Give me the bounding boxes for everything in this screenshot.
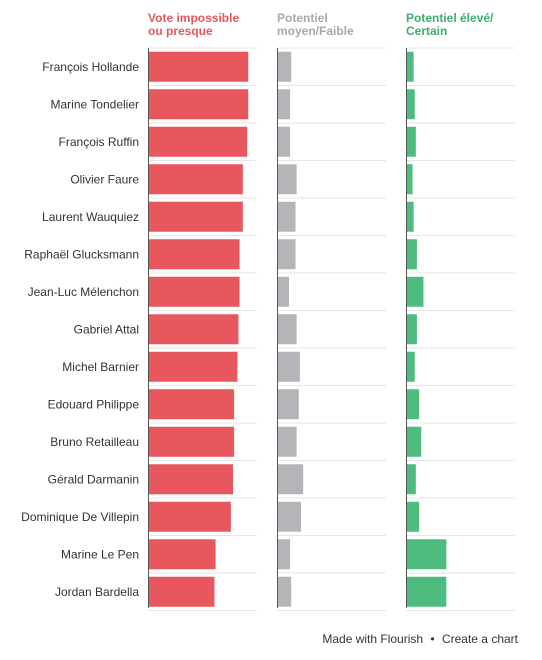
bar — [406, 276, 424, 307]
bar — [148, 576, 215, 607]
category-label: Gérald Darmanin — [48, 472, 139, 486]
bar — [406, 126, 416, 157]
bar — [148, 239, 240, 270]
category-label: Raphaël Glucksmann — [24, 247, 139, 261]
bar — [277, 426, 297, 457]
bar — [406, 89, 415, 120]
bar — [406, 464, 416, 495]
category-label: Marine Tondelier — [51, 97, 140, 111]
bar — [277, 51, 292, 82]
bar — [277, 276, 289, 307]
category-label: Edouard Philippe — [48, 397, 140, 411]
category-label: Bruno Retailleau — [50, 435, 139, 449]
category-label: Gabriel Attal — [74, 322, 139, 336]
bar — [406, 351, 415, 382]
footer: Made with Flourish • Create a chart — [322, 632, 518, 646]
bar — [148, 314, 239, 345]
bar — [277, 464, 304, 495]
category-label: François Hollande — [42, 60, 139, 74]
bar — [148, 126, 248, 157]
made-with-flourish-link[interactable]: Made with Flourish — [322, 632, 424, 646]
category-label: Dominique De Villepin — [21, 510, 139, 524]
header-potentiel-eleve-line2: Certain — [406, 24, 448, 38]
header-potentiel-moyen-line1: Potentiel — [277, 11, 328, 25]
bar — [406, 239, 417, 270]
bar — [277, 389, 299, 420]
bar — [406, 426, 422, 457]
bar — [277, 239, 296, 270]
header-potentiel-moyen-line2: moyen/Faible — [277, 24, 354, 38]
bar — [406, 201, 414, 232]
bar — [148, 501, 231, 532]
bar — [406, 389, 420, 420]
category-label: Marine Le Pen — [61, 547, 139, 561]
bar — [406, 576, 447, 607]
bar — [148, 201, 243, 232]
header-potentiel-moyen: Potentiel moyen/Faible — [277, 12, 397, 38]
footer-separator: • — [430, 632, 435, 646]
bar — [148, 464, 234, 495]
bar — [148, 389, 235, 420]
header-vote-impossible-line1: Vote impossible — [148, 11, 240, 25]
category-label: Olivier Faure — [70, 172, 139, 186]
create-chart-link[interactable]: Create a chart — [441, 632, 518, 646]
header-potentiel-eleve: Potentiel élevé/ Certain — [406, 12, 526, 38]
header-potentiel-eleve-line1: Potentiel élevé/ — [406, 11, 494, 25]
bar — [406, 51, 414, 82]
bar — [406, 539, 447, 570]
bar — [148, 426, 235, 457]
category-label: François Ruffin — [59, 135, 139, 149]
category-label: Laurent Wauquiez — [42, 210, 139, 224]
bar — [148, 276, 240, 307]
bar — [277, 89, 291, 120]
bar — [277, 539, 291, 570]
bar — [277, 126, 291, 157]
bar — [148, 89, 249, 120]
bar — [277, 314, 297, 345]
bar — [277, 164, 297, 195]
header-vote-impossible-line2: ou presque — [148, 24, 213, 38]
chart: François Hollande Marine Tondelier Françoi… — [21, 47, 515, 611]
bar — [406, 164, 413, 195]
bar — [148, 164, 243, 195]
header-vote-impossible: Vote impossible ou presque — [148, 12, 268, 38]
bar — [277, 501, 301, 532]
bar — [277, 576, 292, 607]
bar — [406, 314, 417, 345]
bar — [406, 501, 420, 532]
bar — [277, 351, 300, 382]
bar — [148, 51, 249, 82]
bar — [277, 201, 296, 232]
category-label: Jean-Luc Mélenchon — [28, 285, 139, 299]
bar — [148, 539, 216, 570]
bar — [148, 351, 238, 382]
category-label: Michel Barnier — [62, 360, 139, 374]
category-label: Jordan Bardella — [55, 585, 139, 599]
